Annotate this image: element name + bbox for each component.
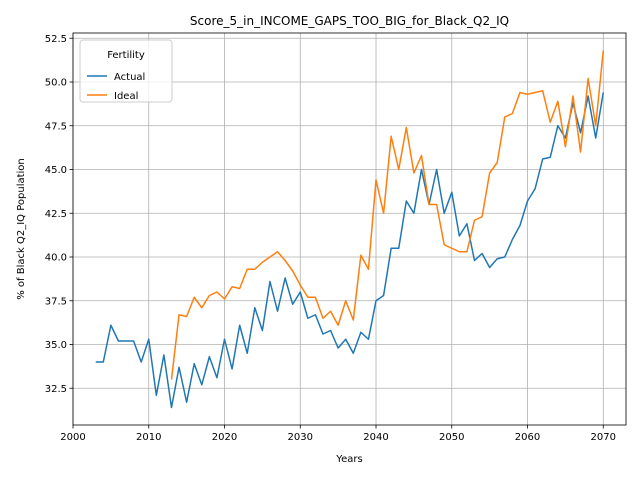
x-tick-label: 2010: [136, 432, 161, 443]
y-tick-label: 45.0: [45, 165, 67, 176]
legend-label-ideal: Ideal: [114, 91, 138, 102]
y-tick-label: 40.0: [45, 253, 67, 264]
x-tick-label: 2040: [363, 432, 388, 443]
x-tick-label: 2070: [591, 432, 616, 443]
series-lines: [95, 50, 605, 409]
x-tick-label: 2050: [439, 432, 464, 443]
x-tick-label: 2020: [212, 432, 237, 443]
x-axis-ticks: 2000 2010 2020 2030 2040 2050 2060 2070: [60, 425, 616, 443]
y-tick-label: 32.5: [45, 384, 67, 395]
grid: [72, 33, 626, 425]
y-tick-label: 37.5: [45, 296, 67, 307]
y-tick-label: 52.5: [45, 34, 67, 45]
legend-title: Fertility: [107, 50, 145, 61]
y-tick-label: 47.5: [45, 121, 67, 132]
y-axis-label: % of Black Q2_IQ Population: [16, 158, 27, 300]
legend-label-actual: Actual: [114, 72, 145, 83]
legend-box: [79, 39, 173, 103]
legend-entries: Actual Ideal: [87, 72, 145, 102]
chart-title: Score_5_in_INCOME_GAPS_TOO_BIG_for_Black…: [190, 14, 509, 28]
x-tick-label: 2060: [515, 432, 540, 443]
x-tick-label: 2000: [60, 432, 85, 443]
x-axis-label: Years: [335, 454, 362, 465]
y-axis-ticks: 32.5 35.0 37.5 40.0 42.5 45.0 47.5 50.0 52.5: [45, 34, 73, 395]
x-tick-label: 2030: [288, 432, 313, 443]
y-tick-label: 35.0: [45, 340, 67, 351]
series-line-ideal: [170, 50, 605, 380]
series-line-actual: [95, 92, 605, 409]
plot-frame: [72, 32, 627, 426]
y-tick-label: 42.5: [45, 209, 67, 220]
y-tick-label: 50.0: [45, 78, 67, 89]
legend: Fertility Actual Ideal: [79, 39, 173, 103]
